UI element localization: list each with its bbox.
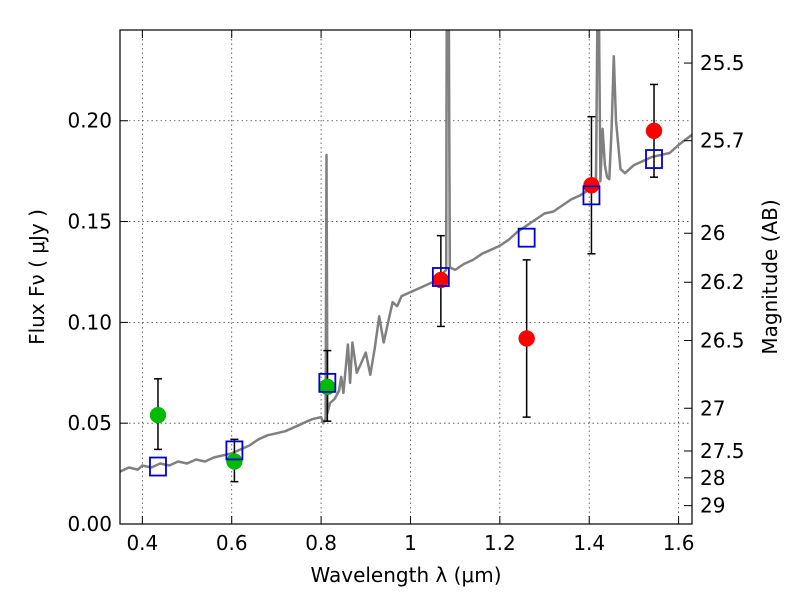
data-points-layer bbox=[149, 122, 663, 477]
x-tick-label: 1 bbox=[404, 531, 417, 555]
x-tick-label: 1.2 bbox=[484, 531, 516, 555]
y-tick-label: 0.10 bbox=[67, 310, 112, 334]
right-axis-label: Magnitude (AB) bbox=[758, 199, 782, 354]
plot-frame bbox=[119, 29, 693, 525]
right-tick-label: 26.5 bbox=[700, 329, 745, 353]
x-tick-label: 0.6 bbox=[216, 531, 248, 555]
observed-data-point bbox=[149, 406, 167, 424]
model-photometry-square bbox=[431, 267, 450, 287]
right-tick-label: 27 bbox=[700, 396, 725, 420]
observed-data-point bbox=[583, 177, 600, 194]
x-axis-label: Wavelength λ (μm) bbox=[310, 563, 501, 587]
right-tick-label: 26 bbox=[700, 221, 725, 245]
observed-data-point bbox=[645, 122, 663, 140]
y-tick-label: 0.20 bbox=[67, 109, 112, 133]
right-tick-label: 28 bbox=[700, 466, 725, 490]
model-photometry-square bbox=[318, 372, 337, 393]
observed-data-point bbox=[226, 453, 243, 470]
model-photometry-square bbox=[225, 440, 244, 461]
grid bbox=[120, 30, 692, 524]
observed-data-point bbox=[518, 330, 535, 347]
x-tick-label: 0.4 bbox=[126, 531, 158, 555]
y-tick-label: 0.05 bbox=[67, 411, 112, 435]
x-tick-label: 1.6 bbox=[663, 531, 695, 555]
y-tick-label: 0.15 bbox=[67, 210, 112, 234]
model-photometry-square bbox=[582, 185, 601, 206]
model-spectrum-layer bbox=[120, 30, 692, 473]
x-tick-label: 0.8 bbox=[305, 531, 337, 555]
model-photometry-square bbox=[517, 227, 536, 248]
y-tick-label: 0.00 bbox=[67, 512, 112, 536]
right-tick-label: 25.5 bbox=[700, 51, 745, 75]
model-photometry-square bbox=[645, 149, 663, 169]
model-photometry-square bbox=[149, 456, 167, 477]
error-bars-layer bbox=[153, 83, 659, 483]
right-tick-label: 27.5 bbox=[700, 439, 745, 463]
ticks-layer: 0.4 0.6 0.8 1 1.2 1.4 1.6 0.00 0.05 0.10 0.15 0.20 2… bbox=[67, 30, 745, 555]
model-spectrum-line bbox=[120, 30, 692, 473]
right-tick-label: 26.2 bbox=[700, 270, 745, 294]
y-axis-label: Flux Fν ( μJy ) bbox=[25, 209, 49, 345]
right-tick-label: 25.7 bbox=[700, 129, 745, 153]
right-tick-label: 29 bbox=[700, 494, 725, 518]
x-tick-label: 1.4 bbox=[573, 531, 605, 555]
